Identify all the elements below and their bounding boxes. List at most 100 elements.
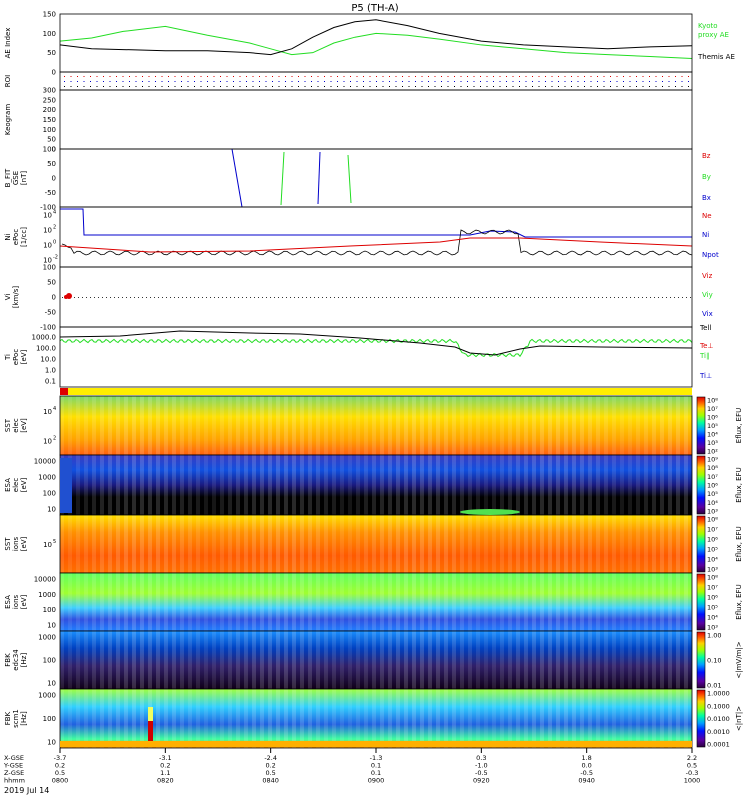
roi-dot (285, 81, 286, 82)
roi-dot (551, 76, 553, 77)
esa_i-texture (652, 573, 656, 631)
sst_i-texture (524, 515, 528, 573)
sst_i-texture (260, 515, 264, 573)
roi-dot (272, 81, 273, 82)
sst_i-texture (532, 515, 536, 573)
roi-dot (103, 86, 104, 87)
roi-dot (597, 81, 598, 82)
fbk_e-texture (444, 631, 448, 689)
esa_i-texture (92, 573, 96, 631)
vi-ytick: 0 (52, 294, 56, 302)
ni-ytick-exp: 0 (53, 240, 56, 246)
roi-dot (564, 76, 566, 77)
esa_e-texture (636, 455, 640, 515)
fbk_b-texture (236, 689, 240, 748)
roi-dot (577, 76, 579, 77)
xaxis-value: -1.0 (475, 762, 488, 770)
ni-ylabel: ePoc (12, 229, 20, 246)
esa_e-texture (380, 455, 384, 515)
roi-dot (597, 76, 598, 77)
ae-series-1 (59, 19, 693, 56)
sst_e-texture (260, 396, 264, 455)
vi-zero-dot (414, 297, 415, 298)
fbk_b-texture (252, 689, 256, 748)
vi-zero-dot (62, 297, 63, 298)
sst_e-texture (172, 396, 176, 455)
esa_e-texture (308, 455, 312, 515)
fbk_b-texture (644, 689, 648, 748)
vi-zero-dot (478, 297, 479, 298)
bfit-legend-Bz: Bz (702, 152, 711, 160)
esa_e-cbar-tick: 10⁵ (707, 490, 718, 498)
xaxis-value: 0.2 (160, 762, 170, 770)
keogram-ytick: 50 (47, 136, 56, 144)
esa_i-texture (124, 573, 128, 631)
vi-zero-dot (574, 297, 575, 298)
roi-dot (207, 86, 208, 87)
roi-dot (174, 81, 176, 82)
esa_i-texture (188, 573, 192, 631)
vi-zero-dot (226, 297, 227, 298)
roi-dot (129, 81, 130, 82)
roi-dot (148, 81, 150, 82)
roi-dot (337, 76, 338, 77)
roi-dot (473, 76, 475, 77)
esa_i-texture (452, 573, 456, 631)
vi-zero-dot (90, 297, 91, 298)
sst_i-ylabel: SST (4, 537, 12, 551)
esa_i-texture (356, 573, 360, 631)
roi-dot (356, 86, 358, 87)
esa_e-texture (76, 455, 80, 515)
roi-dot (135, 86, 137, 87)
vi-zero-dot (626, 297, 627, 298)
esa_e-texture (108, 455, 112, 515)
roi-dot (597, 86, 598, 87)
roi-dot (512, 86, 514, 87)
fbk_b-cbar-tick: 0.0010 (707, 728, 730, 736)
vi-zero-dot (482, 297, 483, 298)
roi-dot (64, 81, 65, 82)
esa_e-texture (388, 455, 392, 515)
esa_i-texture (220, 573, 224, 631)
sst_i-cbar-tick: 10⁷ (707, 526, 718, 534)
roi-dot (649, 81, 650, 82)
roi-dot (525, 81, 527, 82)
sst_i-texture (348, 515, 352, 573)
vi-zero-dot (430, 297, 431, 298)
roi-dot (330, 86, 332, 87)
esa_i-texture (260, 573, 264, 631)
esa_e-texture (420, 455, 424, 515)
sst_i-texture (180, 515, 184, 573)
fbk_b-texture (436, 689, 440, 748)
vi-ylabel: Vi (4, 294, 12, 301)
esa_i-texture (396, 573, 400, 631)
roi-dot (168, 76, 169, 77)
roi-dot (213, 76, 215, 77)
fbk_e-texture (412, 631, 416, 689)
fbk_e-texture (324, 631, 328, 689)
sst_i-colorbar (696, 515, 706, 573)
fbk_b-texture (132, 689, 136, 748)
roi-dot (688, 86, 689, 87)
fbk_b-texture (492, 689, 496, 748)
roi-dot (252, 81, 254, 82)
roi-dot (272, 76, 273, 77)
esa_i-cbar-tick: 10³ (707, 624, 718, 632)
sst_i-texture (356, 515, 360, 573)
sst_i-texture (212, 515, 216, 573)
ni-series-ni (60, 208, 692, 238)
fbk_e-texture (372, 631, 376, 689)
roi-dot (226, 81, 228, 82)
vi-zero-dot (330, 297, 331, 298)
esa_i-texture (612, 573, 616, 631)
roi-dot (577, 86, 579, 87)
esa_e-cbar-tick: 10⁹ (707, 456, 718, 464)
xaxis-value: 0800 (52, 777, 69, 785)
vi-zero-dot (234, 297, 235, 298)
esa_i-texture (332, 573, 336, 631)
roi-dot (77, 76, 78, 77)
roi-dot (688, 81, 689, 82)
esa_e-texture (404, 455, 408, 515)
sst_e-texture (284, 396, 288, 455)
roi-dot (155, 76, 156, 77)
